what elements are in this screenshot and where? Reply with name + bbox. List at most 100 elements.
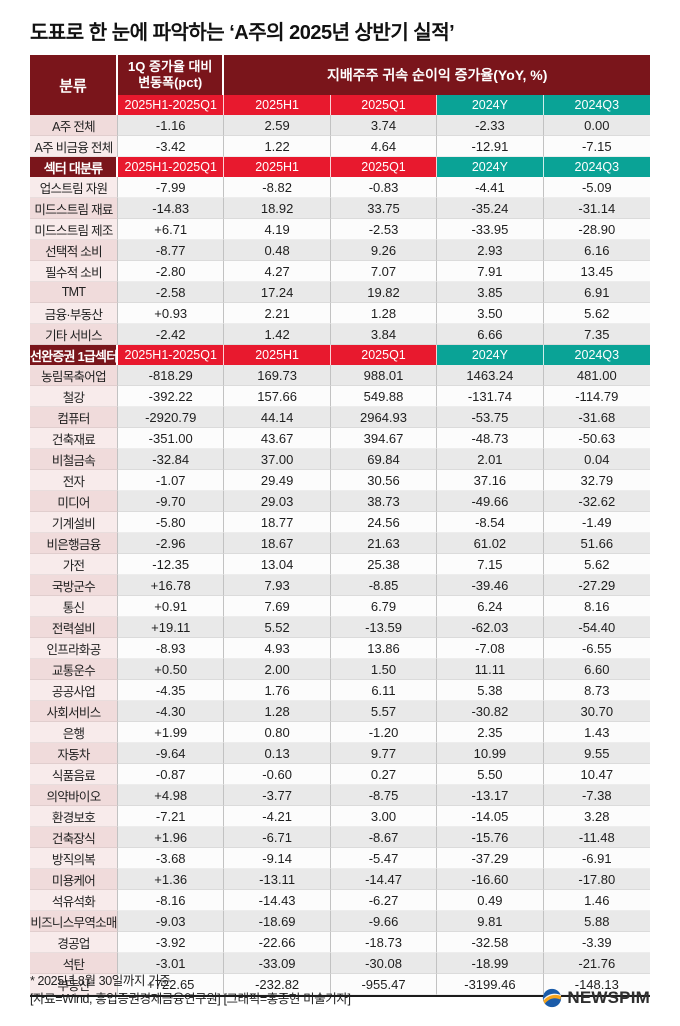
row-label: 석유석화 — [30, 890, 119, 911]
value-cell: 8.16 — [543, 596, 650, 617]
table-row: 가전 -12.35 13.04 25.38 7.15 5.62 — [30, 554, 650, 575]
table-row: 부동산 +722.65 -232.82 -955.47 -3199.46 -148.13 — [30, 974, 650, 995]
table-row: 통신 +0.91 7.69 6.79 6.24 8.16 — [30, 596, 650, 617]
section-subheader-cell: 2024Y — [437, 157, 544, 177]
value-cell: -131.74 — [437, 386, 544, 407]
value-cell: -15.76 — [437, 827, 544, 848]
row-label: 비즈니스무역소매 — [30, 911, 119, 932]
table-row: 미드스트림 제조 +6.71 4.19 -2.53 -33.95 -28.90 — [30, 219, 650, 240]
value-cell: 8.73 — [543, 680, 650, 701]
table-row: 기계설비 -5.80 18.77 24.56 -8.54 -1.49 — [30, 512, 650, 533]
value-cell: 3.50 — [437, 303, 544, 324]
value-cell: -28.90 — [543, 219, 650, 240]
value-cell: +1.99 — [118, 722, 225, 743]
table-row: 비철금속 -32.84 37.00 69.84 2.01 0.04 — [30, 449, 650, 470]
value-cell: -9.70 — [118, 491, 225, 512]
value-cell: -232.82 — [224, 974, 331, 995]
section-subheader-cell: 2025Q1 — [330, 157, 438, 177]
table-row: 비은행금융 -2.96 18.67 21.63 61.02 51.66 — [30, 533, 650, 554]
value-cell: 1.22 — [224, 136, 331, 157]
row-label: 필수적 소비 — [30, 261, 119, 282]
value-cell: +6.71 — [118, 219, 225, 240]
section-subheader-cell: 2024Y — [437, 345, 544, 365]
value-cell: 4.64 — [330, 136, 438, 157]
value-cell: 44.14 — [224, 407, 331, 428]
value-cell: 29.03 — [224, 491, 331, 512]
value-cell: -3199.46 — [437, 974, 544, 995]
value-cell: -5.80 — [118, 512, 225, 533]
value-cell: 0.04 — [543, 449, 650, 470]
table-row: A주 전체 -1.16 2.59 3.74 -2.33 0.00 — [30, 115, 650, 136]
value-cell: -392.22 — [118, 386, 225, 407]
page-title: 도표로 한 눈에 파악하는 ‘A주의 2025년 상반기 실적’ — [30, 22, 455, 44]
footnote-basis: * 2025년 8월 30일까지 기준 — [30, 974, 171, 988]
value-cell: -4.30 — [118, 701, 225, 722]
col-header-2024y: 2024Y — [437, 95, 544, 115]
value-cell: -13.11 — [224, 869, 331, 890]
value-cell: 6.60 — [543, 659, 650, 680]
value-cell: -37.29 — [437, 848, 544, 869]
value-cell: -114.79 — [543, 386, 650, 407]
value-cell: +19.11 — [118, 617, 225, 638]
col-header-group2: 지배주주 귀속 순이익 증가율(YoY, %) — [224, 55, 650, 95]
value-cell: -32.62 — [543, 491, 650, 512]
value-cell: -6.91 — [543, 848, 650, 869]
value-cell: -3.01 — [118, 953, 225, 974]
value-cell: -0.87 — [118, 764, 225, 785]
row-label: 미드스트림 제조 — [30, 219, 119, 240]
table-row: 업스트림 자원 -7.99 -8.82 -0.83 -4.41 -5.09 — [30, 177, 650, 198]
value-cell: -9.64 — [118, 743, 225, 764]
performance-table: 분류 1Q 증가율 대비 변동폭(pct) 지배주주 귀속 순이익 증가율(Yo… — [30, 55, 650, 997]
value-cell: 5.50 — [437, 764, 544, 785]
value-cell: -50.63 — [543, 428, 650, 449]
value-cell: 1.28 — [224, 701, 331, 722]
section-title: 선완증권 1급섹터 — [30, 345, 119, 365]
value-cell: +0.93 — [118, 303, 225, 324]
newspim-globe-icon — [542, 988, 562, 1008]
value-cell: -1.16 — [118, 115, 225, 136]
value-cell: -955.47 — [330, 974, 438, 995]
value-cell: -3.68 — [118, 848, 225, 869]
row-label: 기계설비 — [30, 512, 119, 533]
value-cell: -3.39 — [543, 932, 650, 953]
value-cell: -2.33 — [437, 115, 544, 136]
value-cell: -31.68 — [543, 407, 650, 428]
value-cell: -0.60 — [224, 764, 331, 785]
value-cell: -2.42 — [118, 324, 225, 345]
col-header-group1: 1Q 증가율 대비 변동폭(pct) — [118, 55, 225, 95]
value-cell: 7.15 — [437, 554, 544, 575]
row-label: 가전 — [30, 554, 119, 575]
value-cell: -7.99 — [118, 177, 225, 198]
value-cell: 394.67 — [330, 428, 438, 449]
value-cell: 2.35 — [437, 722, 544, 743]
value-cell: 6.11 — [330, 680, 438, 701]
value-cell: -33.09 — [224, 953, 331, 974]
value-cell: -5.47 — [330, 848, 438, 869]
row-label: 전자 — [30, 470, 119, 491]
value-cell: -31.14 — [543, 198, 650, 219]
value-cell: 51.66 — [543, 533, 650, 554]
table-row: 기타 서비스 -2.42 1.42 3.84 6.66 7.35 — [30, 324, 650, 345]
col-header-2024q3: 2024Q3 — [543, 95, 650, 115]
value-cell: 7.93 — [224, 575, 331, 596]
table-row: 경공업 -3.92 -22.66 -18.73 -32.58 -3.39 — [30, 932, 650, 953]
value-cell: +16.78 — [118, 575, 225, 596]
value-cell: -8.54 — [437, 512, 544, 533]
value-cell: -351.00 — [118, 428, 225, 449]
table-row: 미드스트림 재료 -14.83 18.92 33.75 -35.24 -31.14 — [30, 198, 650, 219]
row-label: 미드스트림 재료 — [30, 198, 119, 219]
value-cell: -2.80 — [118, 261, 225, 282]
value-cell: 2.21 — [224, 303, 331, 324]
table-row: 필수적 소비 -2.80 4.27 7.07 7.91 13.45 — [30, 261, 650, 282]
value-cell: 1.28 — [330, 303, 438, 324]
table-row: 건축재료 -351.00 43.67 394.67 -48.73 -50.63 — [30, 428, 650, 449]
section-subheader-cell: 2025H1 — [224, 345, 331, 365]
value-cell: -3.92 — [118, 932, 225, 953]
value-cell: 4.27 — [224, 261, 331, 282]
value-cell: 38.73 — [330, 491, 438, 512]
value-cell: -30.08 — [330, 953, 438, 974]
value-cell: 988.01 — [330, 365, 438, 386]
table-row: 석탄 -3.01 -33.09 -30.08 -18.99 -21.76 — [30, 953, 650, 974]
table-row: 방직의복 -3.68 -9.14 -5.47 -37.29 -6.91 — [30, 848, 650, 869]
col-header-category: 분류 — [30, 55, 119, 115]
